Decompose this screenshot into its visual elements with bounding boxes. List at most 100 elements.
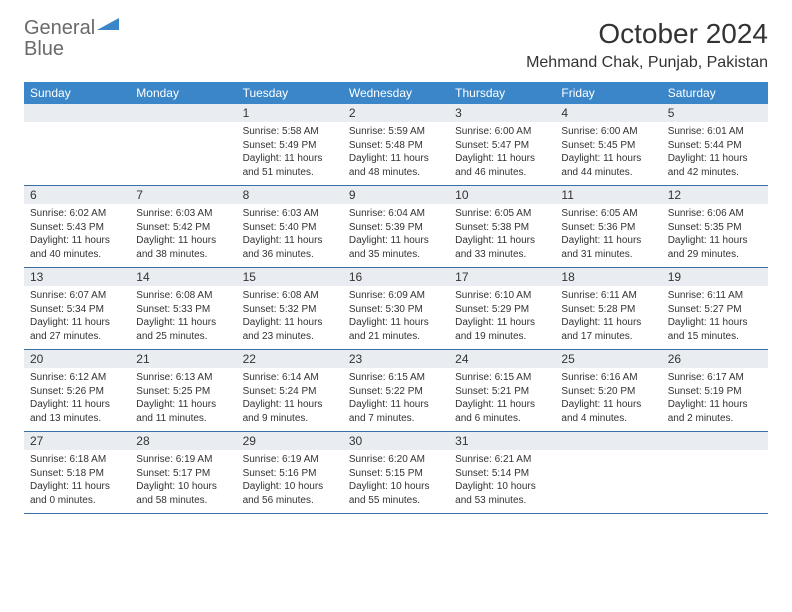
day-cell: 25Sunrise: 6:16 AMSunset: 5:20 PMDayligh…	[555, 350, 661, 431]
day-cell	[662, 432, 768, 513]
day-details: Sunrise: 6:12 AMSunset: 5:26 PMDaylight:…	[24, 368, 130, 431]
weekday-header: Saturday	[662, 82, 768, 104]
weekday-header: Wednesday	[343, 82, 449, 104]
day-cell: 3Sunrise: 6:00 AMSunset: 5:47 PMDaylight…	[449, 104, 555, 185]
week-row: 6Sunrise: 6:02 AMSunset: 5:43 PMDaylight…	[24, 186, 768, 268]
day-details	[24, 122, 130, 180]
daylight-text: Daylight: 11 hours and 27 minutes.	[30, 316, 124, 343]
daylight-text: Daylight: 11 hours and 31 minutes.	[561, 234, 655, 261]
day-cell: 30Sunrise: 6:20 AMSunset: 5:15 PMDayligh…	[343, 432, 449, 513]
daylight-text: Daylight: 11 hours and 13 minutes.	[30, 398, 124, 425]
day-details	[662, 450, 768, 508]
day-cell: 8Sunrise: 6:03 AMSunset: 5:40 PMDaylight…	[237, 186, 343, 267]
day-cell	[555, 432, 661, 513]
brand-word1: General	[24, 17, 95, 39]
daylight-text: Daylight: 11 hours and 29 minutes.	[668, 234, 762, 261]
sunrise-text: Sunrise: 6:11 AM	[668, 289, 762, 303]
day-number	[130, 104, 236, 122]
daylight-text: Daylight: 11 hours and 0 minutes.	[30, 480, 124, 507]
month-title: October 2024	[526, 18, 768, 50]
day-number	[24, 104, 130, 122]
day-details: Sunrise: 6:00 AMSunset: 5:47 PMDaylight:…	[449, 122, 555, 185]
weekday-header: Sunday	[24, 82, 130, 104]
day-number: 27	[24, 432, 130, 450]
sunrise-text: Sunrise: 6:20 AM	[349, 453, 443, 467]
weeks-container: 1Sunrise: 5:58 AMSunset: 5:49 PMDaylight…	[24, 104, 768, 514]
day-cell: 17Sunrise: 6:10 AMSunset: 5:29 PMDayligh…	[449, 268, 555, 349]
day-details: Sunrise: 6:08 AMSunset: 5:33 PMDaylight:…	[130, 286, 236, 349]
day-cell: 29Sunrise: 6:19 AMSunset: 5:16 PMDayligh…	[237, 432, 343, 513]
sunrise-text: Sunrise: 6:09 AM	[349, 289, 443, 303]
day-cell: 24Sunrise: 6:15 AMSunset: 5:21 PMDayligh…	[449, 350, 555, 431]
daylight-text: Daylight: 11 hours and 51 minutes.	[243, 152, 337, 179]
sunset-text: Sunset: 5:25 PM	[136, 385, 230, 399]
day-cell: 15Sunrise: 6:08 AMSunset: 5:32 PMDayligh…	[237, 268, 343, 349]
day-cell: 14Sunrise: 6:08 AMSunset: 5:33 PMDayligh…	[130, 268, 236, 349]
sunset-text: Sunset: 5:47 PM	[455, 139, 549, 153]
day-cell: 19Sunrise: 6:11 AMSunset: 5:27 PMDayligh…	[662, 268, 768, 349]
sunrise-text: Sunrise: 6:15 AM	[349, 371, 443, 385]
daylight-text: Daylight: 11 hours and 17 minutes.	[561, 316, 655, 343]
day-number: 4	[555, 104, 661, 122]
day-cell: 18Sunrise: 6:11 AMSunset: 5:28 PMDayligh…	[555, 268, 661, 349]
day-cell: 5Sunrise: 6:01 AMSunset: 5:44 PMDaylight…	[662, 104, 768, 185]
day-details: Sunrise: 6:07 AMSunset: 5:34 PMDaylight:…	[24, 286, 130, 349]
sunrise-text: Sunrise: 6:08 AM	[136, 289, 230, 303]
daylight-text: Daylight: 11 hours and 35 minutes.	[349, 234, 443, 261]
day-details: Sunrise: 6:09 AMSunset: 5:30 PMDaylight:…	[343, 286, 449, 349]
day-cell: 2Sunrise: 5:59 AMSunset: 5:48 PMDaylight…	[343, 104, 449, 185]
daylight-text: Daylight: 11 hours and 7 minutes.	[349, 398, 443, 425]
sunrise-text: Sunrise: 6:13 AM	[136, 371, 230, 385]
weekday-header: Tuesday	[237, 82, 343, 104]
day-details: Sunrise: 6:06 AMSunset: 5:35 PMDaylight:…	[662, 204, 768, 267]
day-number: 7	[130, 186, 236, 204]
week-row: 13Sunrise: 6:07 AMSunset: 5:34 PMDayligh…	[24, 268, 768, 350]
sunset-text: Sunset: 5:27 PM	[668, 303, 762, 317]
sunrise-text: Sunrise: 6:03 AM	[243, 207, 337, 221]
day-cell: 23Sunrise: 6:15 AMSunset: 5:22 PMDayligh…	[343, 350, 449, 431]
sunset-text: Sunset: 5:44 PM	[668, 139, 762, 153]
day-number	[662, 432, 768, 450]
sunrise-text: Sunrise: 6:08 AM	[243, 289, 337, 303]
sunrise-text: Sunrise: 6:03 AM	[136, 207, 230, 221]
sunset-text: Sunset: 5:17 PM	[136, 467, 230, 481]
day-details: Sunrise: 6:03 AMSunset: 5:40 PMDaylight:…	[237, 204, 343, 267]
sunset-text: Sunset: 5:35 PM	[668, 221, 762, 235]
title-block: October 2024 Mehmand Chak, Punjab, Pakis…	[526, 18, 768, 72]
sunset-text: Sunset: 5:21 PM	[455, 385, 549, 399]
day-cell: 12Sunrise: 6:06 AMSunset: 5:35 PMDayligh…	[662, 186, 768, 267]
sunrise-text: Sunrise: 6:06 AM	[668, 207, 762, 221]
sunset-text: Sunset: 5:32 PM	[243, 303, 337, 317]
brand-logo: General Blue	[24, 18, 119, 60]
day-number	[555, 432, 661, 450]
day-details: Sunrise: 6:21 AMSunset: 5:14 PMDaylight:…	[449, 450, 555, 513]
sunrise-text: Sunrise: 6:01 AM	[668, 125, 762, 139]
day-details: Sunrise: 6:03 AMSunset: 5:42 PMDaylight:…	[130, 204, 236, 267]
day-number: 16	[343, 268, 449, 286]
sunrise-text: Sunrise: 6:15 AM	[455, 371, 549, 385]
header-bar: General Blue October 2024 Mehmand Chak, …	[24, 18, 768, 72]
day-cell: 28Sunrise: 6:19 AMSunset: 5:17 PMDayligh…	[130, 432, 236, 513]
day-number: 11	[555, 186, 661, 204]
daylight-text: Daylight: 11 hours and 46 minutes.	[455, 152, 549, 179]
sunset-text: Sunset: 5:28 PM	[561, 303, 655, 317]
sunset-text: Sunset: 5:48 PM	[349, 139, 443, 153]
sunset-text: Sunset: 5:40 PM	[243, 221, 337, 235]
day-details: Sunrise: 6:14 AMSunset: 5:24 PMDaylight:…	[237, 368, 343, 431]
day-details: Sunrise: 6:11 AMSunset: 5:27 PMDaylight:…	[662, 286, 768, 349]
sunset-text: Sunset: 5:34 PM	[30, 303, 124, 317]
day-cell: 16Sunrise: 6:09 AMSunset: 5:30 PMDayligh…	[343, 268, 449, 349]
weekday-header: Thursday	[449, 82, 555, 104]
day-details: Sunrise: 5:59 AMSunset: 5:48 PMDaylight:…	[343, 122, 449, 185]
day-cell: 26Sunrise: 6:17 AMSunset: 5:19 PMDayligh…	[662, 350, 768, 431]
day-details: Sunrise: 6:01 AMSunset: 5:44 PMDaylight:…	[662, 122, 768, 185]
sunset-text: Sunset: 5:15 PM	[349, 467, 443, 481]
daylight-text: Daylight: 11 hours and 38 minutes.	[136, 234, 230, 261]
day-details: Sunrise: 6:13 AMSunset: 5:25 PMDaylight:…	[130, 368, 236, 431]
week-row: 27Sunrise: 6:18 AMSunset: 5:18 PMDayligh…	[24, 432, 768, 514]
day-details: Sunrise: 6:17 AMSunset: 5:19 PMDaylight:…	[662, 368, 768, 431]
sunrise-text: Sunrise: 6:17 AM	[668, 371, 762, 385]
day-number: 30	[343, 432, 449, 450]
day-cell: 7Sunrise: 6:03 AMSunset: 5:42 PMDaylight…	[130, 186, 236, 267]
day-details: Sunrise: 6:08 AMSunset: 5:32 PMDaylight:…	[237, 286, 343, 349]
